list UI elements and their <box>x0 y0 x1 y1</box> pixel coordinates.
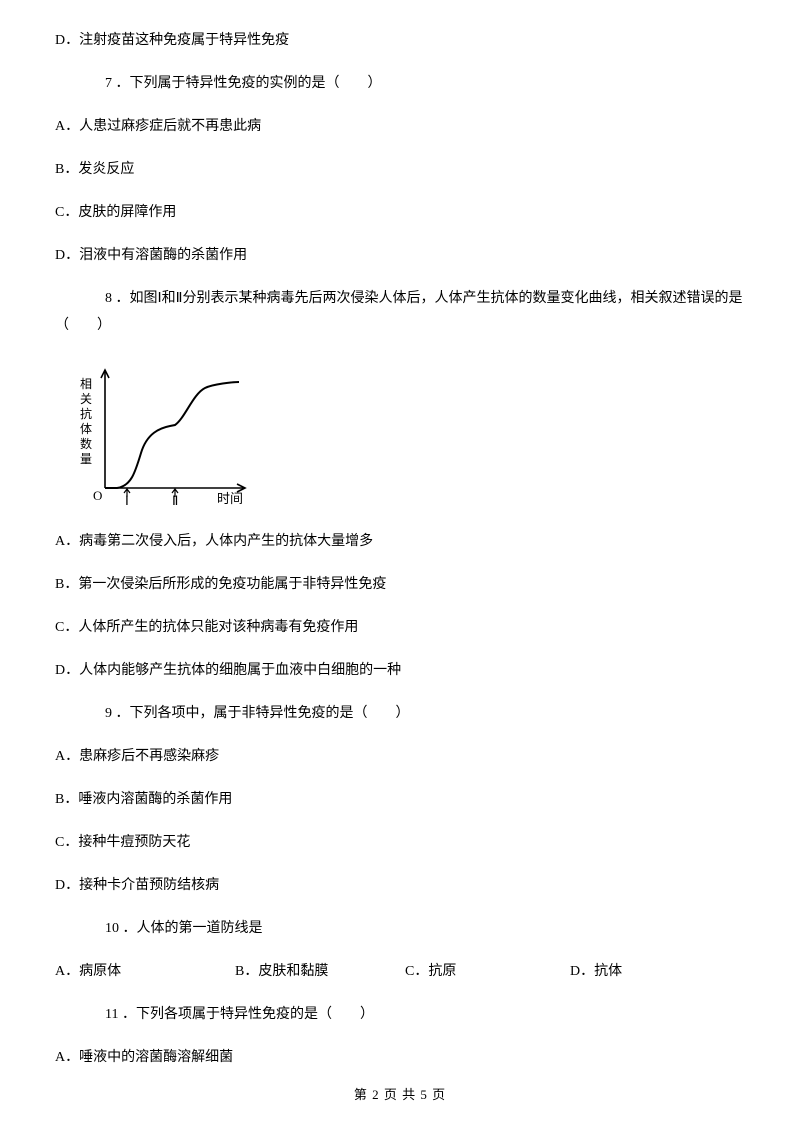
q8-option-c: C．人体所产生的抗体只能对该种病毒有免疫作用 <box>55 617 745 638</box>
q8-option-b: B．第一次侵染后所形成的免疫功能属于非特异性免疫 <box>55 574 745 595</box>
q9-option-a: A．患麻疹后不再感染麻疹 <box>55 746 745 767</box>
q10-option-a: A．病原体 <box>55 961 235 982</box>
svg-text:相: 相 <box>80 377 92 391</box>
q7-option-b: B．发炎反应 <box>55 159 745 180</box>
question-9-stem: 9 ．下列各项中，属于非特异性免疫的是（ ） <box>55 703 745 724</box>
svg-text:关: 关 <box>80 392 92 406</box>
prev-question-option-d: D．注射疫苗这种免疫属于特异性免疫 <box>55 30 745 51</box>
q9-option-b: B．唾液内溶菌酶的杀菌作用 <box>55 789 745 810</box>
question-8-stem: 8 ．如图Ⅰ和Ⅱ分别表示某种病毒先后两次侵染人体后，人体产生抗体的数量变化曲线，… <box>55 288 745 309</box>
question-7-stem: 7 ．下列属于特异性免疫的实例的是（ ） <box>55 73 745 94</box>
q7-option-d: D．泪液中有溶菌酶的杀菌作用 <box>55 245 745 266</box>
q8-stem-text-b: （ ） <box>55 318 111 333</box>
q11-option-a: A．唾液中的溶菌酶溶解细菌 <box>55 1047 745 1068</box>
q8-option-d: D．人体内能够产生抗体的细胞属于血液中白细胞的一种 <box>55 660 745 681</box>
svg-text:量: 量 <box>80 452 92 466</box>
chart-svg: O 相关抗体数量时间 Ⅰ Ⅱ <box>55 358 255 513</box>
svg-text:数: 数 <box>80 436 92 451</box>
svg-text:Ⅱ: Ⅱ <box>172 493 178 508</box>
q9-option-d: D．接种卡介苗预防结核病 <box>55 875 745 896</box>
q10-options-row: A．病原体 B．皮肤和黏膜 C．抗原 D．抗体 <box>55 961 745 982</box>
svg-text:体: 体 <box>80 422 92 436</box>
antibody-curve-chart: O 相关抗体数量时间 Ⅰ Ⅱ <box>55 358 745 513</box>
page-footer: 第 2 页 共 5 页 <box>0 1085 800 1105</box>
svg-text:时间: 时间 <box>217 491 243 506</box>
question-11-stem: 11 ．下列各项属于特异性免疫的是（ ） <box>55 1004 745 1025</box>
q9-option-c: C．接种牛痘预防天花 <box>55 832 745 853</box>
q7-option-a: A．人患过麻疹症后就不再患此病 <box>55 116 745 137</box>
q8-option-a: A．病毒第二次侵入后，人体内产生的抗体大量增多 <box>55 531 745 552</box>
q7-option-c: C．皮肤的屏障作用 <box>55 202 745 223</box>
q8-stem-text: 8 ．如图Ⅰ和Ⅱ分别表示某种病毒先后两次侵染人体后，人体产生抗体的数量变化曲线，… <box>105 291 743 306</box>
svg-text:Ⅰ: Ⅰ <box>125 493 129 508</box>
question-10-stem: 10 ．人体的第一道防线是 <box>55 918 745 939</box>
question-8-stem-cont: （ ） <box>55 315 745 336</box>
q10-option-c: C．抗原 <box>405 961 570 982</box>
q10-option-b: B．皮肤和黏膜 <box>235 961 405 982</box>
svg-text:O: O <box>93 488 102 503</box>
svg-text:抗: 抗 <box>80 406 92 421</box>
q10-option-d: D．抗体 <box>570 961 745 982</box>
